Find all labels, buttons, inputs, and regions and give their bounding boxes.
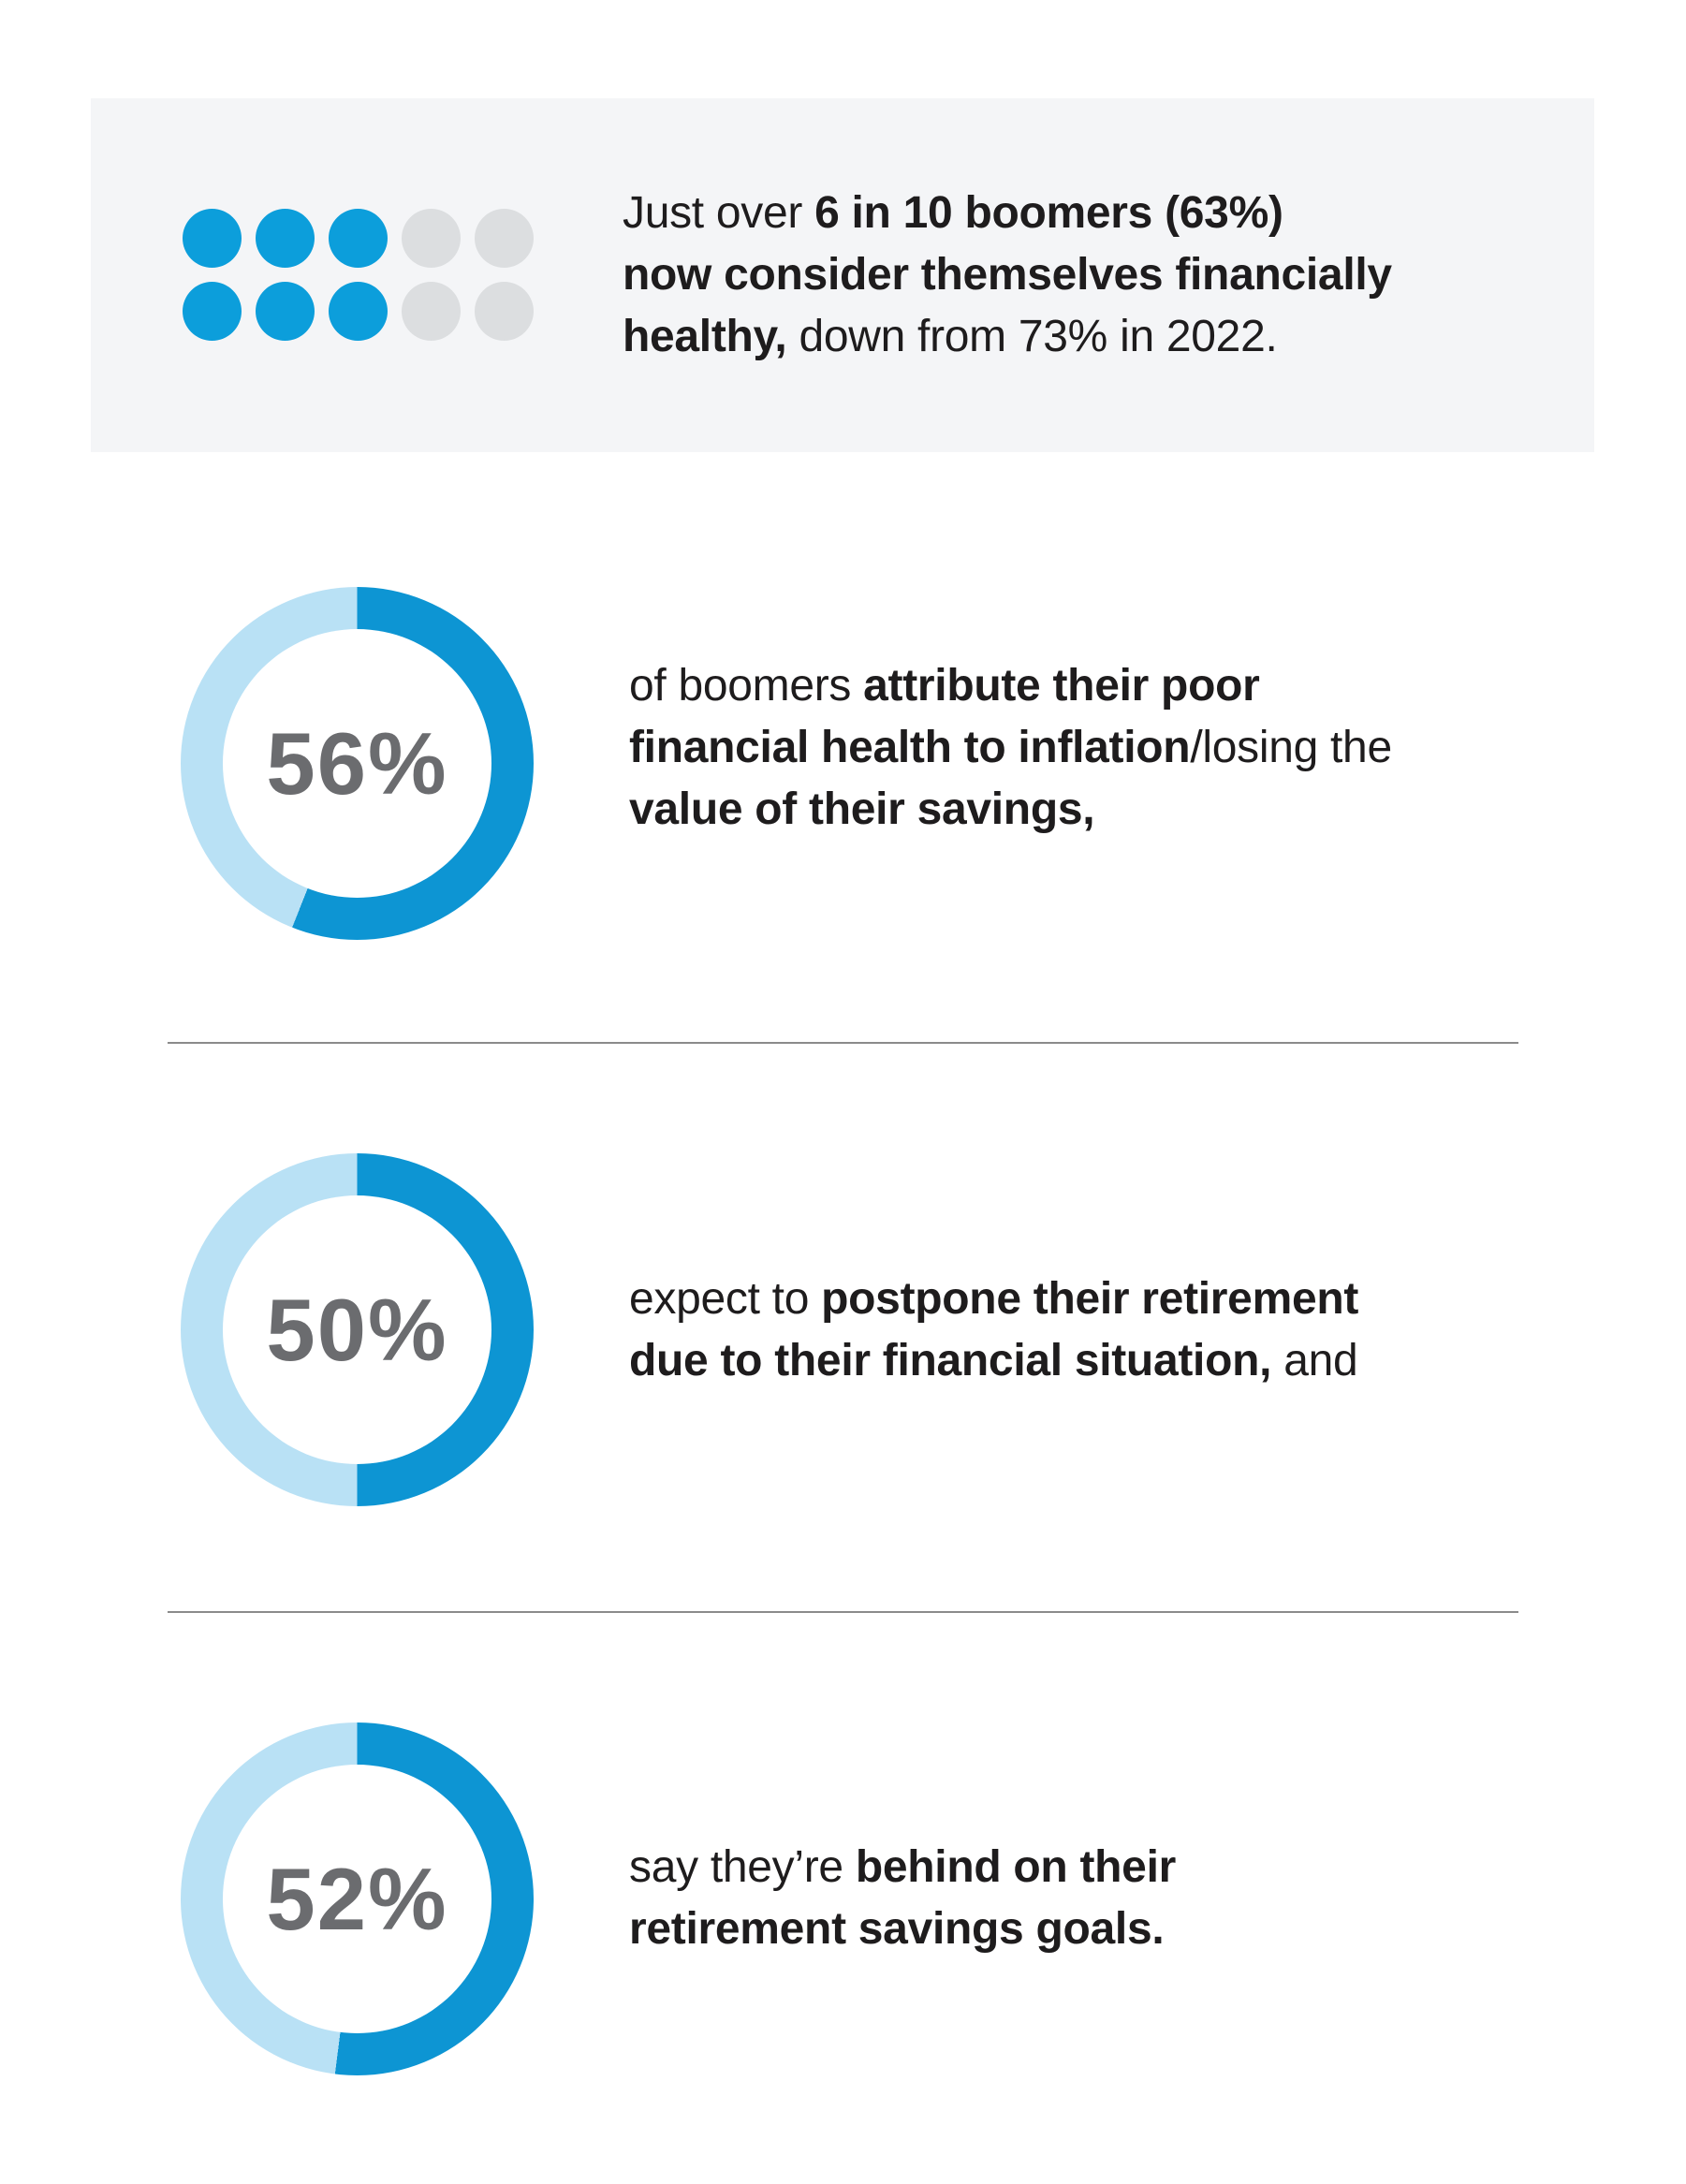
headline-text: Just over 6 in 10 boomers (63%) now cons…: [623, 183, 1587, 368]
pictogram-dot-filled: [256, 209, 315, 268]
donut-hole: 50%: [223, 1195, 491, 1464]
text-segment: of boomers: [629, 661, 864, 711]
pictogram-grid: [183, 209, 534, 341]
text-segment: down from 73% in 2022.: [786, 312, 1278, 361]
text-segment: Just over: [623, 188, 815, 238]
text-segment: attribute their poor financial health to…: [629, 661, 1260, 772]
section-divider: [168, 1042, 1518, 1044]
pictogram-dot-empty: [475, 282, 534, 341]
text-segment: 6 in 10 boomers (63%) now consider thems…: [623, 188, 1392, 361]
section-1-text: of boomers attribute their poor financia…: [629, 655, 1584, 841]
text-segment: value of their savings,: [629, 784, 1095, 834]
donut-percent-label: 52%: [266, 1849, 448, 1948]
pictogram-dot-empty: [475, 209, 534, 268]
pictogram-dot-filled: [329, 282, 388, 341]
text-segment: expect to: [629, 1274, 822, 1324]
donut-hole: 52%: [223, 1765, 491, 2033]
headline-card: Just over 6 in 10 boomers (63%) now cons…: [91, 98, 1594, 452]
pictogram-dot-filled: [256, 282, 315, 341]
text-segment: behind on their retirement savings goals…: [629, 1842, 1176, 1954]
pictogram-dot-filled: [183, 282, 242, 341]
section-divider: [168, 1611, 1518, 1613]
pictogram-dot-empty: [402, 282, 461, 341]
pictogram-dot-empty: [402, 209, 461, 268]
pictogram-dot-filled: [329, 209, 388, 268]
donut-hole: 56%: [223, 629, 491, 898]
text-segment: postpone their retirement due to their f…: [629, 1274, 1359, 1385]
donut-percent-label: 56%: [266, 713, 448, 813]
text-segment: and: [1271, 1336, 1358, 1385]
donut-50-percent: 50%: [181, 1153, 534, 1506]
pictogram-dot-filled: [183, 209, 242, 268]
donut-52-percent: 52%: [181, 1722, 534, 2075]
section-3-text: say they’re behind on their retirement s…: [629, 1837, 1584, 1960]
text-segment: /losing the: [1190, 723, 1392, 772]
donut-56-percent: 56%: [181, 587, 534, 940]
section-2-text: expect to postpone their retirement due …: [629, 1268, 1584, 1392]
text-segment: say they’re: [629, 1842, 856, 1892]
donut-percent-label: 50%: [266, 1280, 448, 1379]
